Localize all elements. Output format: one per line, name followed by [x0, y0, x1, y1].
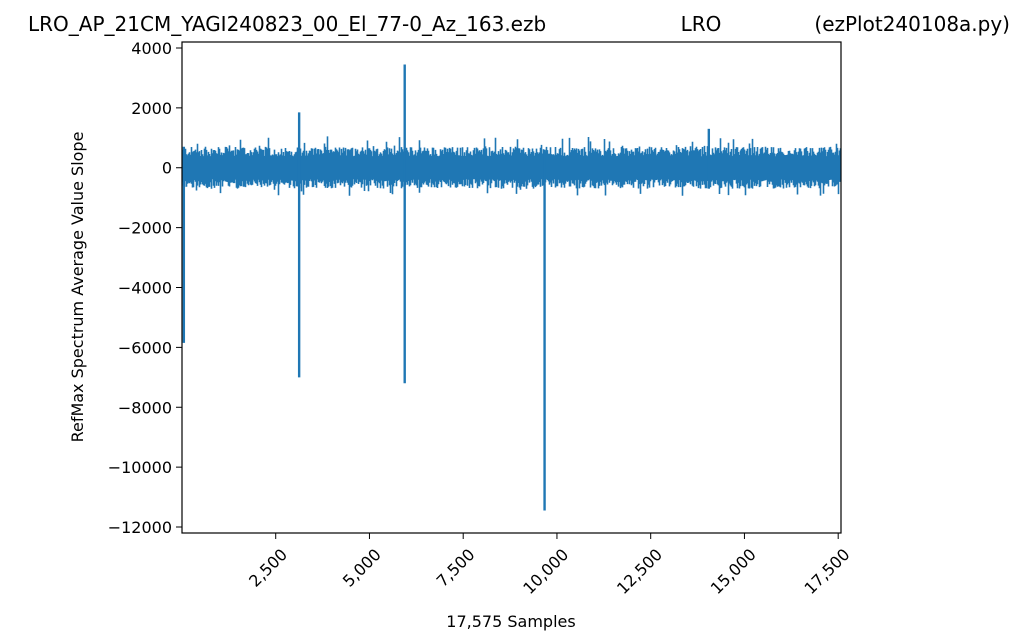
- y-tick-label: −12000: [108, 518, 172, 537]
- y-tick-label: −2000: [118, 219, 172, 238]
- chart-title-right: (ezPlot240108a.py): [814, 12, 1010, 36]
- x-tick-label: 5,000: [339, 545, 385, 591]
- plot-frame: [181, 41, 842, 534]
- y-tick-label: −10000: [108, 458, 172, 477]
- chart-title-left: LRO_AP_21CM_YAGI240823_00_El_77-0_Az_163…: [28, 12, 546, 36]
- y-axis-ticks: 4000 2000 0 −2000 −4000 −6000 −8000 −10000 −1200…: [108, 39, 182, 537]
- y-tick-label: −8000: [118, 398, 172, 417]
- y-axis-label: RefMax Spectrum Average Value Slope: [68, 132, 87, 443]
- x-tick-label: 17,500: [800, 545, 853, 598]
- y-tick-label: 2000: [131, 99, 172, 118]
- x-tick-label: 7,500: [433, 545, 479, 591]
- x-axis-label: 17,575 Samples: [446, 612, 575, 631]
- series-layer: [181, 64, 842, 511]
- y-tick-label: −4000: [118, 279, 172, 298]
- series-trace: [181, 136, 842, 196]
- y-tick-label: 4000: [131, 39, 172, 58]
- y-tick-label: −6000: [118, 338, 172, 357]
- y-tick-label: 0: [162, 159, 172, 178]
- x-tick-label: 12,500: [613, 545, 666, 598]
- x-tick-label: 2,500: [245, 545, 291, 591]
- x-tick-label: 10,000: [519, 545, 572, 598]
- x-tick-label: 15,000: [707, 545, 760, 598]
- chart-title-center: LRO: [681, 12, 722, 36]
- x-axis-ticks: 2,500 5,000 7,500 10,000 12,500 15,000 17,500: [245, 533, 854, 598]
